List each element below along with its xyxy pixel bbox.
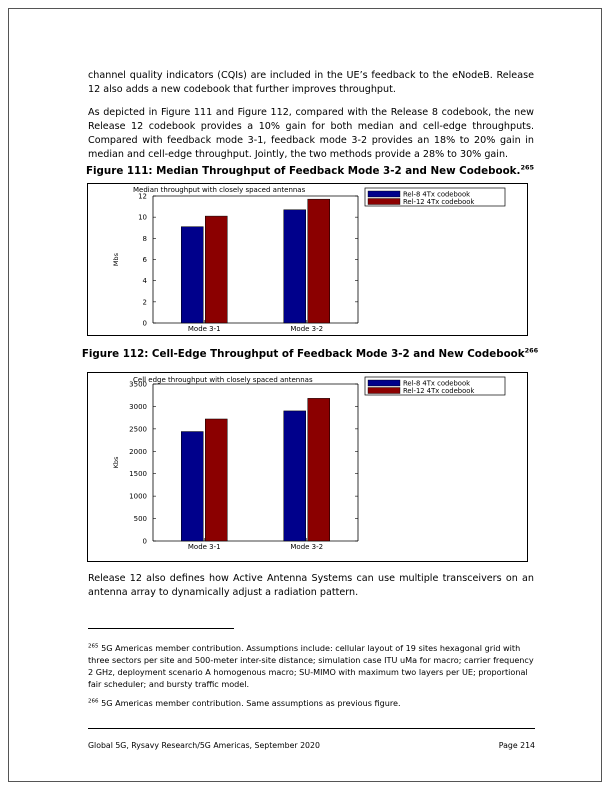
legend-label: Rel-12 4Tx codebook xyxy=(403,387,474,395)
y-tick-label: 2 xyxy=(143,298,147,306)
chart-median-throughput: Median throughput with closely spaced an… xyxy=(112,186,506,333)
y-tick-label: 8 xyxy=(143,235,147,243)
legend-label: Rel-8 4Tx codebook xyxy=(403,191,470,199)
chart-cell-edge-throughput: Cell edge throughput with closely spaced… xyxy=(112,376,506,551)
y-tick-label: 500 xyxy=(134,515,147,523)
page-number: Page 214 xyxy=(498,741,535,750)
figure-112-caption-text: Figure 112: Cell-Edge Throughput of Feed… xyxy=(81,348,525,360)
x-tick-label: Mode 3-2 xyxy=(290,325,323,333)
y-tick-label: 12 xyxy=(138,193,147,201)
bar-rel12 xyxy=(307,398,330,542)
x-tick-label: Mode 3-1 xyxy=(188,543,221,551)
bar-rel8 xyxy=(283,410,306,542)
x-tick-label: Mode 3-1 xyxy=(188,325,221,333)
y-tick-label: 0 xyxy=(143,320,147,328)
chart-title: Median throughput with closely spaced an… xyxy=(133,186,306,194)
y-tick-label: 1500 xyxy=(129,470,147,478)
legend-swatch xyxy=(367,198,401,205)
footnote-number: 265 xyxy=(88,643,99,650)
x-tick-label: Mode 3-2 xyxy=(290,543,323,551)
footer-source: Global 5G, Rysavy Research/5G Americas, … xyxy=(88,741,320,750)
bar-rel8 xyxy=(181,431,204,542)
page-border xyxy=(8,8,602,782)
y-tick-label: 6 xyxy=(143,256,148,264)
y-tick-label: 3500 xyxy=(129,381,147,389)
y-axis-label: Mbs xyxy=(112,252,120,266)
footnote-text: 5G Americas member contribution. Same as… xyxy=(101,698,401,708)
figure-111-caption-text: Figure 111: Median Throughput of Feedbac… xyxy=(85,165,521,177)
legend-swatch xyxy=(367,387,401,394)
legend-swatch xyxy=(367,379,401,387)
y-tick-label: 10 xyxy=(138,214,147,222)
chart-title: Cell edge throughput with closely spaced… xyxy=(133,376,313,384)
figure-112-chart: Cell edge throughput with closely spaced… xyxy=(87,372,528,562)
footnote-ref-265: 265 xyxy=(520,163,535,172)
bar-rel12 xyxy=(307,198,330,324)
footnote-265: 265 5G Americas member contribution. Ass… xyxy=(88,642,536,690)
footnote-number: 266 xyxy=(88,698,99,705)
figure-111-chart: Median throughput with closely spaced an… xyxy=(87,183,528,336)
figure-111-caption: Figure 111: Median Throughput of Feedbac… xyxy=(60,163,560,177)
legend-swatch xyxy=(367,190,401,198)
figure-112-caption: Figure 112: Cell-Edge Throughput of Feed… xyxy=(60,346,560,360)
body-paragraph-2: As depicted in Figure 111 and Figure 112… xyxy=(88,107,534,160)
footnote-divider xyxy=(88,628,234,629)
y-tick-label: 4 xyxy=(143,277,148,285)
body-paragraph-3: Release 12 also defines how Active Anten… xyxy=(88,573,534,598)
y-tick-label: 0 xyxy=(143,538,147,546)
bar-rel12 xyxy=(205,418,228,542)
bar-rel8 xyxy=(283,209,306,324)
y-tick-label: 1000 xyxy=(129,493,147,501)
y-tick-label: 2000 xyxy=(129,448,147,456)
footer-divider xyxy=(88,728,535,729)
footnote-266: 266 5G Americas member contribution. Sam… xyxy=(88,697,536,709)
legend-label: Rel-12 4Tx codebook xyxy=(403,198,474,206)
y-tick-label: 2500 xyxy=(129,425,147,433)
footnote-ref-266: 266 xyxy=(524,346,539,355)
body-paragraph-1: channel quality indicators (CQIs) are in… xyxy=(88,70,534,95)
bar-rel12 xyxy=(205,215,228,324)
y-tick-label: 3000 xyxy=(129,403,147,411)
bar-rel8 xyxy=(181,226,204,324)
footnote-text: 5G Americas member contribution. Assumpt… xyxy=(88,643,534,689)
legend-label: Rel-8 4Tx codebook xyxy=(403,380,470,388)
y-axis-label: Kbs xyxy=(112,456,120,468)
